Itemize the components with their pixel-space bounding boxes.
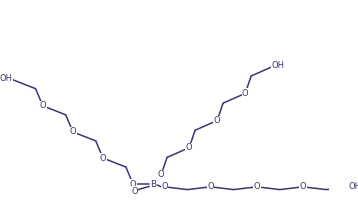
Text: O: O <box>242 89 248 98</box>
Text: O: O <box>207 182 214 191</box>
Text: O: O <box>186 143 193 152</box>
Text: O: O <box>130 180 136 189</box>
Text: O: O <box>100 154 106 163</box>
Text: O: O <box>131 187 138 196</box>
Text: O: O <box>300 182 306 191</box>
Text: OH: OH <box>0 74 13 83</box>
Text: OH: OH <box>349 182 358 191</box>
Text: O: O <box>214 116 221 125</box>
Text: O: O <box>39 101 46 110</box>
Text: OH: OH <box>272 61 285 70</box>
Text: O: O <box>69 128 76 136</box>
Text: O: O <box>161 182 168 191</box>
Text: O: O <box>158 170 164 179</box>
Text: B: B <box>150 180 156 189</box>
Text: O: O <box>253 182 260 191</box>
